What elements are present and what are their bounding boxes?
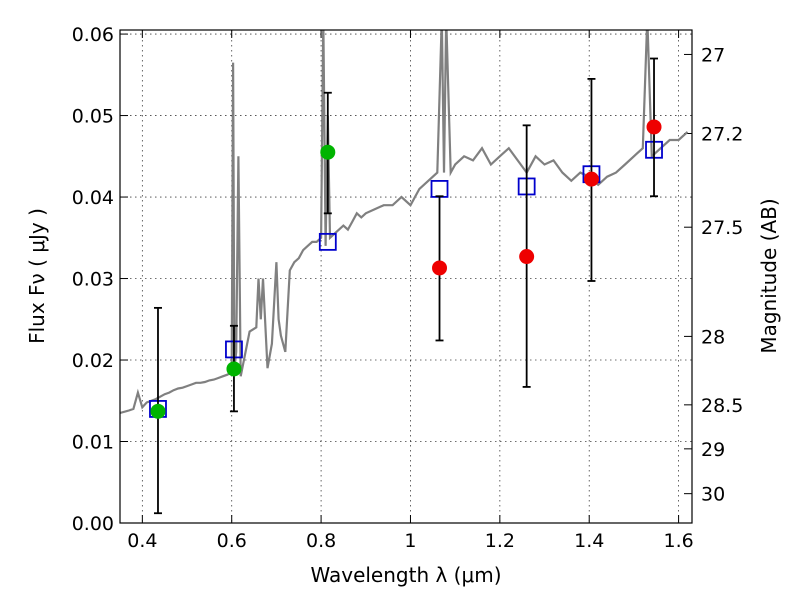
y-tick-label: 0.01 (72, 432, 114, 454)
y-tick-label: 0.05 (72, 106, 114, 128)
green-data-point (226, 361, 242, 377)
red-data-point (519, 249, 535, 265)
y-axis-ticks: 0.00 0.01 0.02 0.03 0.04 0.05 0.06 (72, 24, 128, 535)
plot-area (120, 30, 689, 515)
y2-tick-label: 29 (701, 439, 725, 461)
y2-tick-label: 27.2 (701, 123, 743, 145)
x-axis-ticks: 0.4 0.6 0.8 1 1.2 1.4 1.6 (127, 30, 694, 552)
model-spectrum-line (120, 30, 689, 415)
y2-axis-ticks: 27 27.2 27.5 28 28.5 29 30 (684, 44, 743, 506)
red-data-point (646, 119, 662, 135)
model-flux-square (318, 232, 337, 251)
y2-tick-label: 30 (701, 484, 725, 506)
y-tick-label: 0.00 (72, 513, 114, 535)
y-tick-label: 0.02 (72, 350, 114, 372)
y2-tick-label: 28.5 (701, 395, 743, 417)
gridlines (120, 30, 692, 524)
green-data-point (320, 144, 336, 160)
red-data-point (432, 260, 448, 276)
x-axis-title: Wavelength λ (μm) (310, 563, 501, 587)
y-tick-label: 0.03 (72, 269, 114, 291)
y2-tick-label: 27.5 (701, 217, 743, 239)
x-tick-label: 0.6 (217, 530, 247, 552)
y2-tick-label: 28 (701, 326, 725, 348)
x-tick-label: 0.8 (306, 530, 336, 552)
plot-frame (119, 29, 693, 524)
x-tick-label: 1.2 (485, 530, 515, 552)
x-tick-label: 1.6 (663, 530, 693, 552)
y-axis-title: Flux Fν ( μJy ) (25, 208, 49, 344)
y-tick-label: 0.06 (72, 24, 114, 46)
x-tick-label: 1 (404, 530, 416, 552)
red-data-point (583, 171, 599, 187)
green-data-point (150, 403, 166, 419)
y2-tick-label: 27 (701, 44, 725, 66)
x-tick-label: 0.4 (127, 530, 157, 552)
y2-axis-title: Magnitude (AB) (757, 198, 781, 353)
x-tick-label: 1.4 (574, 530, 604, 552)
y-tick-label: 0.04 (72, 187, 114, 209)
model-flux-square (430, 180, 449, 198)
